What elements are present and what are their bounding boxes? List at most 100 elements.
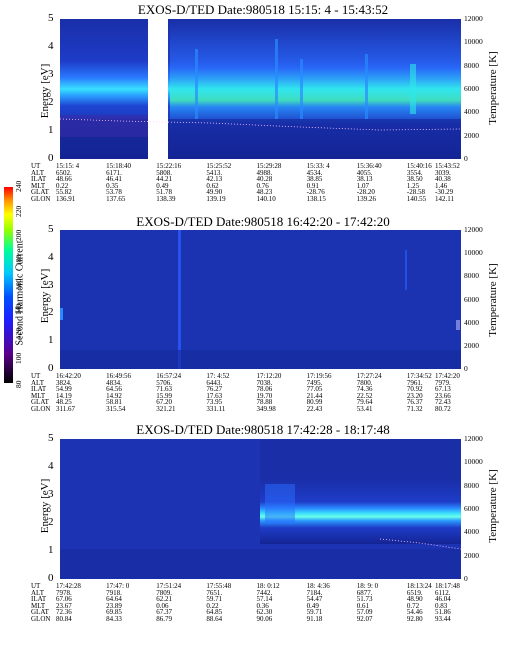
table-cell: 6502. bbox=[56, 168, 72, 177]
table-cell: 78.88 bbox=[256, 398, 273, 407]
table-cell: 57.14 bbox=[256, 595, 273, 604]
table-cell: 0.06 bbox=[156, 601, 169, 610]
table-cell: 80.84 bbox=[56, 615, 72, 623]
energy-tick: 5 bbox=[48, 12, 54, 24]
table-row-label: UT bbox=[31, 582, 41, 590]
temperature-tick: 12000 bbox=[464, 225, 483, 234]
energy-tick: 1 bbox=[48, 334, 54, 347]
table-cell: 7038. bbox=[256, 378, 273, 387]
table-cell: 93.44 bbox=[435, 615, 451, 623]
table-cell: 15:18:40 bbox=[106, 162, 132, 170]
temperature-tick: 6000 bbox=[464, 294, 479, 304]
table-cell: 64.56 bbox=[106, 385, 122, 394]
panel3-y2label: Temperature [K] bbox=[487, 469, 499, 543]
table-cell: 17:42:28 bbox=[56, 582, 81, 590]
table-cell: 54.46 bbox=[406, 608, 423, 617]
table-cell: 0.91 bbox=[306, 181, 319, 190]
table-cell: 18: 0:12 bbox=[256, 582, 280, 590]
table-cell: 72.36 bbox=[56, 608, 72, 617]
table-cell: -28.58 bbox=[406, 188, 425, 197]
temperature-tick: 0 bbox=[464, 574, 468, 583]
table-cell: 17:12:20 bbox=[256, 372, 282, 380]
panel2-spectrogram bbox=[60, 230, 461, 369]
table-cell: 0.61 bbox=[356, 601, 369, 610]
table-cell: 17:51:24 bbox=[156, 582, 182, 590]
table-cell: 53.41 bbox=[356, 405, 373, 413]
table-cell: 15:22:16 bbox=[156, 162, 182, 170]
table-cell: 16:49:56 bbox=[106, 372, 132, 380]
table-cell: 15:36:40 bbox=[356, 162, 382, 170]
table-cell: 136.91 bbox=[56, 195, 76, 203]
table-cell: 1.46 bbox=[435, 181, 448, 190]
table-row-label: ALT bbox=[31, 378, 44, 387]
table-cell: 64.64 bbox=[106, 595, 122, 604]
temperature-tick: 0 bbox=[464, 154, 468, 163]
temperature-tick: 8000 bbox=[464, 480, 479, 490]
table-cell: 7918. bbox=[106, 588, 122, 597]
table-cell: 57.09 bbox=[356, 608, 373, 617]
table-cell: 5413. bbox=[206, 168, 223, 177]
panel3-title: EXOS-D/TED Date:980518 17:42:28 - 18:17:… bbox=[136, 422, 390, 437]
table-cell: 73.95 bbox=[206, 398, 223, 407]
colorbar-tick: 200 bbox=[14, 229, 23, 241]
table-cell: 76.27 bbox=[206, 385, 223, 394]
table-cell: 77.05 bbox=[306, 385, 323, 394]
energy-tick: 2 bbox=[48, 516, 54, 528]
table-cell: 51.73 bbox=[356, 595, 373, 604]
table-cell: 92.80 bbox=[406, 615, 423, 623]
table-cell: 78.06 bbox=[256, 385, 273, 394]
table-cell: 42.13 bbox=[206, 175, 223, 184]
energy-tick: 4 bbox=[48, 40, 54, 52]
table-row-label: GLAT bbox=[31, 188, 49, 197]
table-cell: 0.49 bbox=[156, 181, 169, 190]
table-cell: 0.49 bbox=[306, 601, 319, 610]
energy-tick: 1 bbox=[48, 124, 54, 136]
table-cell: 54.47 bbox=[306, 595, 323, 604]
table-cell: 5706. bbox=[156, 378, 172, 387]
table-cell: 139.19 bbox=[206, 195, 226, 203]
table-cell: 40.38 bbox=[435, 175, 451, 184]
table-row-label: ALT bbox=[31, 168, 44, 177]
colorbar-tick: 220 bbox=[14, 205, 23, 217]
colorbar bbox=[4, 187, 13, 383]
energy-tick: 0 bbox=[48, 572, 54, 584]
table-cell: 1.25 bbox=[406, 181, 420, 190]
energy-tick: 3 bbox=[48, 488, 54, 500]
table-cell: 6519. bbox=[406, 588, 423, 597]
table-cell: 0.83 bbox=[435, 601, 448, 610]
temperature-tick: 4000 bbox=[464, 317, 479, 327]
table-cell: 79.64 bbox=[356, 398, 373, 407]
panel1-title: EXOS-D/TED Date:980518 15:15: 4 - 15:43:… bbox=[137, 2, 389, 17]
table-cell: 38.13 bbox=[356, 175, 373, 184]
table-row-label: ILAT bbox=[31, 175, 47, 184]
table-cell: 3824. bbox=[56, 378, 72, 387]
energy-tick: 4 bbox=[48, 250, 54, 263]
table-cell: 62.30 bbox=[256, 608, 273, 617]
table-cell: 46.41 bbox=[106, 175, 122, 184]
table-row-label: GLON bbox=[31, 405, 51, 413]
table-row-label: MLT bbox=[31, 601, 46, 610]
colorbar-label: Second Harmonic Current bbox=[14, 240, 26, 346]
table-cell: 90.06 bbox=[256, 615, 273, 623]
energy-tick: 0 bbox=[48, 152, 54, 164]
table-cell: 15:15: 4 bbox=[56, 162, 80, 170]
table-cell: 0.22 bbox=[56, 181, 69, 190]
table-cell: 64.85 bbox=[206, 608, 223, 617]
table-cell: 80.99 bbox=[306, 398, 323, 407]
table-cell: 140.55 bbox=[406, 195, 427, 203]
table-cell: 72.43 bbox=[435, 398, 451, 407]
table-cell: 91.18 bbox=[306, 615, 323, 623]
temperature-tick: 6000 bbox=[464, 504, 479, 513]
table-cell: 48.90 bbox=[406, 595, 423, 604]
table-cell: 5808. bbox=[156, 168, 172, 177]
table-cell: 76.37 bbox=[406, 398, 423, 407]
temperature-tick: 12000 bbox=[464, 14, 483, 23]
table-cell: 16:57:24 bbox=[156, 372, 182, 380]
table-cell: 48.25 bbox=[56, 398, 72, 407]
table-cell: -28.20 bbox=[356, 188, 375, 197]
table-cell: 44.21 bbox=[156, 175, 172, 184]
table-cell: 349.98 bbox=[256, 405, 276, 413]
colorbar-tick: 240 bbox=[14, 180, 23, 192]
table-cell: 80.72 bbox=[435, 405, 451, 413]
table-cell: 67.20 bbox=[156, 398, 172, 407]
